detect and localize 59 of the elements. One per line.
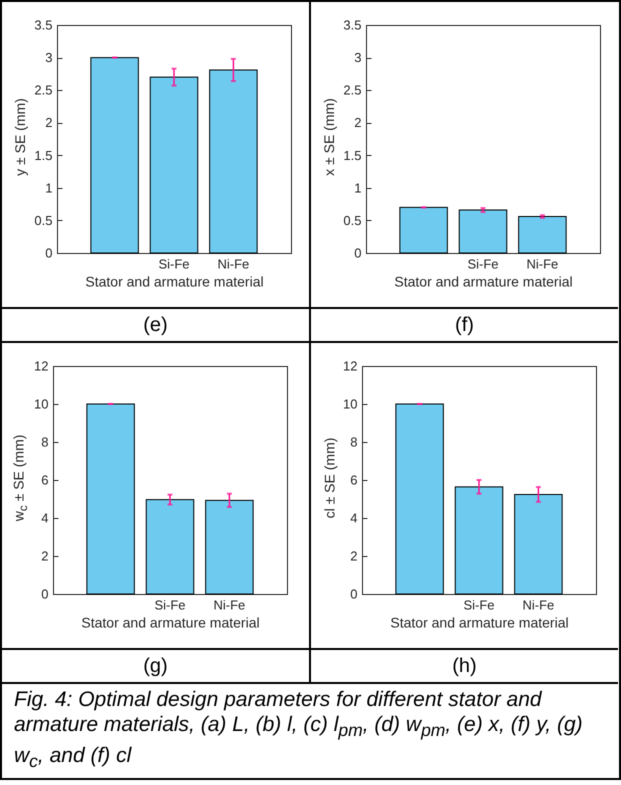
bar [150,76,198,254]
bar [514,494,563,594]
x-tick-label: Si-Fe [467,256,499,272]
bar [146,499,194,594]
x-axis-title: Stator and armature material [394,274,573,290]
y-tick-label: 8 [41,434,48,450]
y-tick-label: 2.5 [343,82,362,98]
y-tick-label: 12 [343,358,358,374]
x-axis-title: Stator and armature material [81,614,260,630]
y-tick-label: 0 [350,586,358,602]
text: (e) [2,309,311,343]
y-tick-label: 2 [45,115,52,130]
y-tick-label: 10 [343,396,358,412]
text: Fig. 4: Optimal design parameters for different stator and armature materials, (a) L, (b) l, (c) l$_{pm}$, (d) w$_{pm}$, (e) x, (f) y, (g) w$_{c}$, and (f) cl [14,688,583,772]
y-tick-label: 6 [41,472,48,488]
text: (h) [311,650,618,684]
y-tick-label: 3.5 [343,18,362,32]
y-axis-title: cl ± SE (mm) [321,438,338,518]
x-tick-label: Si-Fe [158,256,190,272]
bar [86,404,135,594]
y-tick-label: 12 [34,358,48,374]
y-tick-label: 10 [34,396,48,412]
y-tick-label: 2 [354,115,362,130]
y-tick-label: 3 [45,50,52,66]
y-tick-label: 3.5 [34,18,52,32]
y-tick-label: 2 [41,548,48,564]
y-tick-label: 3 [354,50,362,66]
x-tick-label: Ni-Fe [522,598,554,612]
y-tick-label: 2 [350,548,358,564]
bar [454,486,504,594]
x-tick-label: Ni-Fe [526,256,558,272]
y-tick-label: 0 [354,246,362,260]
y-tick-label: 0.5 [343,212,362,228]
y-tick-label: 2.5 [34,82,52,98]
y-tick-label: 1 [354,180,362,196]
bar [90,57,139,254]
y-tick-label: 4 [350,510,358,526]
y-tick-label: 0 [45,246,52,260]
y-tick-label: 1.5 [34,148,52,163]
bar [395,404,444,594]
y-tick-label: 8 [350,434,358,450]
x-tick-label: Si-Fe [463,598,495,612]
y-axis-title: y ± SE (mm) [12,98,28,176]
y-tick-label: 0.5 [34,212,52,228]
y-tick-label: 4 [41,510,48,526]
x-tick-label: Ni-Fe [218,256,250,272]
bar [209,69,258,254]
x-axis-title: Stator and armature material [85,274,264,290]
bar [205,500,254,594]
y-tick-label: 1.5 [343,148,362,163]
text: (g) [2,650,311,684]
y-axis-title: x ± SE (mm) [321,98,337,176]
x-axis-title: Stator and armature material [390,614,569,630]
x-tick-label: Si-Fe [154,598,186,612]
text: (f) [311,309,618,343]
y-tick-label: 0 [41,586,48,602]
y-tick-label: 1 [45,180,52,196]
x-tick-label: Ni-Fe [214,598,246,612]
y-tick-label: 6 [350,472,358,488]
